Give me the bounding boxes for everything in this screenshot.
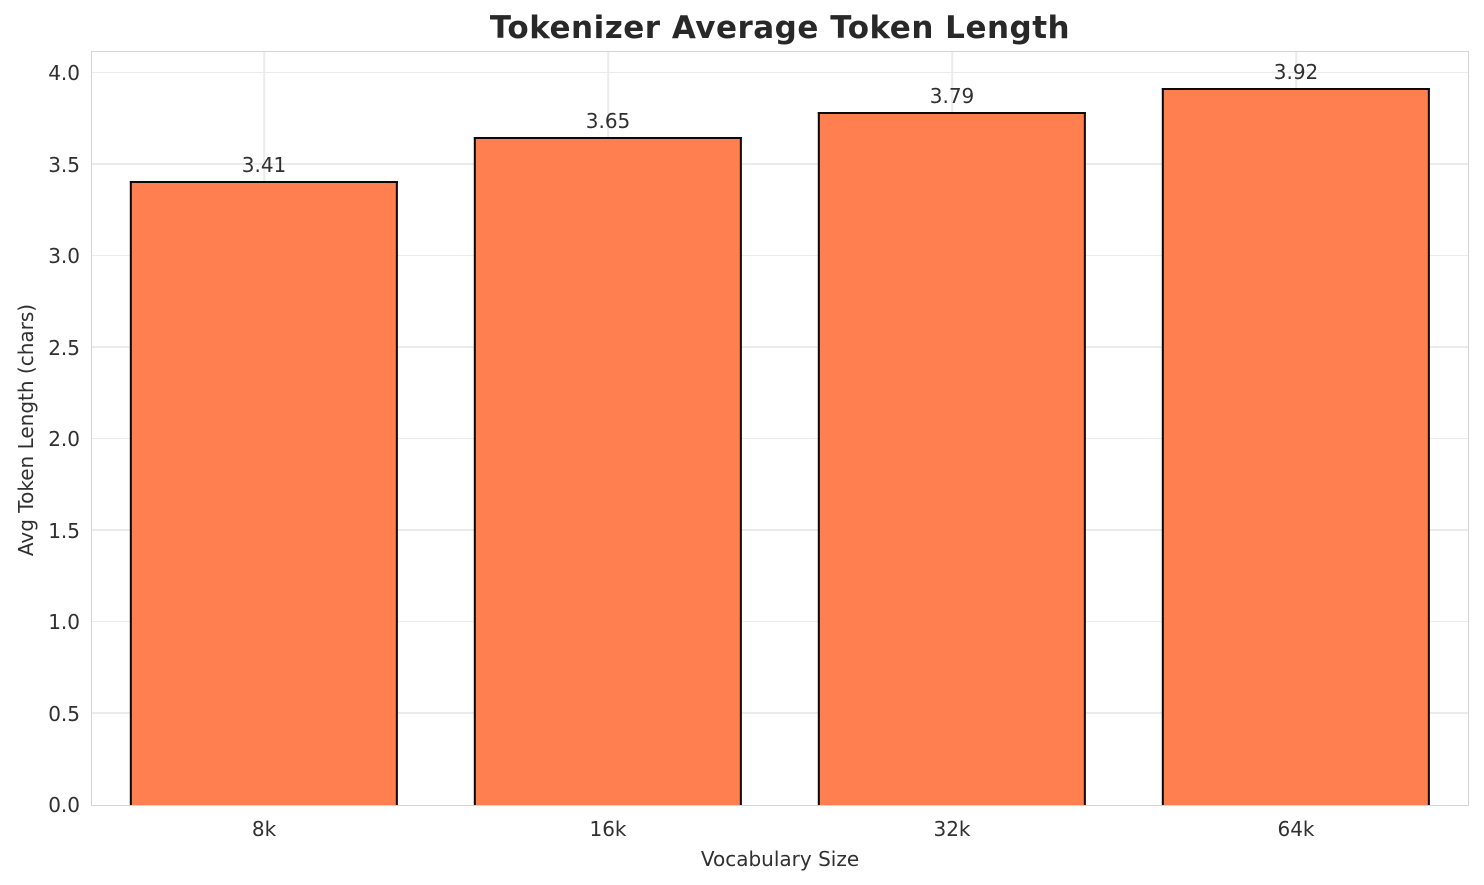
y-tick-label: 3.5 [48, 152, 80, 177]
x-axis-title: Vocabulary Size [700, 847, 860, 871]
y-tick-label: 2.5 [48, 335, 80, 360]
y-tick-label: 3.0 [48, 244, 80, 269]
x-tick-label: 16k [589, 817, 627, 841]
x-tick-label: 8k [251, 817, 277, 841]
y-tick-label: 0.0 [48, 793, 80, 817]
h-gridline [92, 254, 1468, 257]
bar-value-label: 3.79 [929, 83, 975, 108]
plot-area: 0.0 0.5 1.0 1.5 2.0 2.5 3.0 3.5 4.0 3.41 8k 3.65 16k… [48, 51, 1469, 841]
h-gridline [92, 712, 1468, 714]
h-gridline [92, 163, 1468, 165]
y-tick-label: 1.5 [48, 518, 80, 543]
y-axis-title: Avg Token Length (chars) [14, 303, 38, 557]
bar-value-label: 3.65 [585, 109, 631, 134]
bar-32k [817, 111, 1087, 805]
y-tick-label: 0.5 [48, 701, 80, 726]
h-gridline [92, 620, 1468, 623]
chart-title: Tokenizer Average Token Length [489, 10, 1071, 46]
bar-value-label: 3.41 [241, 153, 287, 178]
y-tick-label: 4.0 [48, 61, 80, 86]
y-tick-label: 1.0 [48, 610, 80, 635]
y-tick-label: 2.0 [48, 427, 80, 452]
x-tick-label: 32k [933, 817, 971, 841]
bar-8k [129, 181, 399, 805]
h-gridline [92, 437, 1468, 440]
bar-value-label: 3.92 [1273, 59, 1319, 84]
bar-64k [1161, 87, 1431, 805]
h-gridline [92, 346, 1468, 348]
x-tick-label: 64k [1277, 817, 1315, 841]
h-gridline [92, 71, 1468, 74]
h-gridline [92, 529, 1468, 531]
bar-16k [473, 137, 743, 805]
